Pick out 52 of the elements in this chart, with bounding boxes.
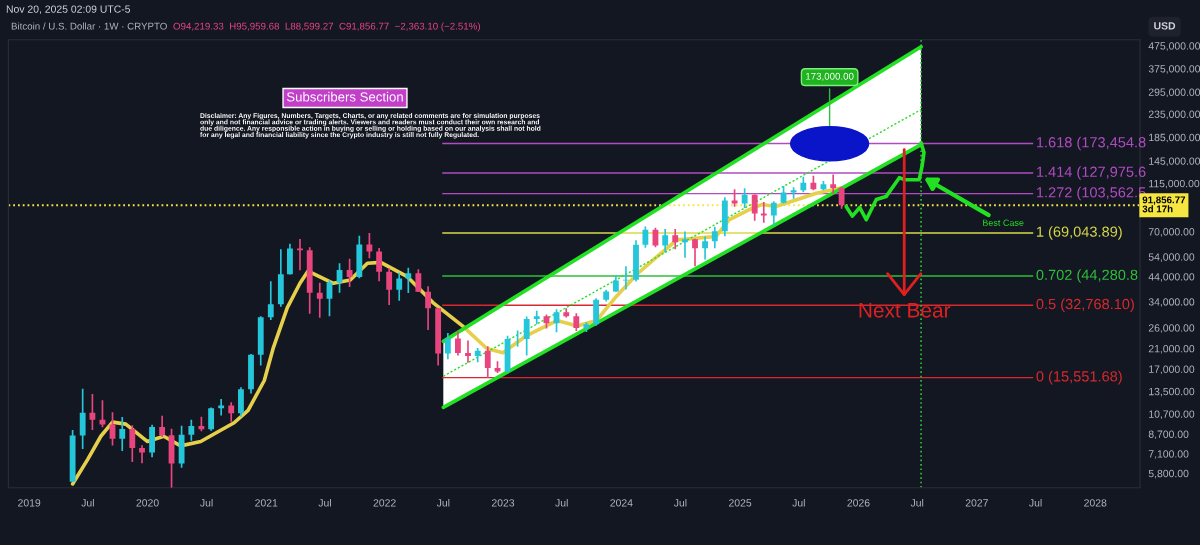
ref-line-label: 1 (69,043.89): [1037, 226, 1122, 240]
x-tick-label: Jul: [673, 498, 687, 507]
x-tick-label: 2023: [491, 499, 515, 507]
x-tick-label: 2026: [847, 499, 870, 507]
annotation: 173,000.00: [806, 72, 854, 81]
chart-title: Bitcoin / U.S. Dollar · 1W · CRYPTO: [11, 22, 167, 30]
ref-line-label: 1.414 (127,975.6: [1037, 166, 1146, 180]
y-tick-label: 115,000.00: [1149, 179, 1200, 189]
annotation: Next Bear: [859, 303, 951, 318]
y-tick-label: 7,100.00: [1148, 450, 1189, 459]
text: Nov 20, 2025 02:09 UTC-5: [6, 5, 131, 15]
y-tick-label: 13,500.00: [1149, 387, 1195, 397]
ref-line-label: 0.5 (32,768.10): [1036, 298, 1134, 313]
y-tick-label: 34,000.00: [1148, 298, 1195, 307]
annotation: Subscribers Section: [286, 91, 403, 102]
y-tick-label: 475,000.00: [1148, 42, 1200, 51]
x-tick-label: 2019: [18, 499, 41, 507]
x-tick-label: 2022: [373, 499, 396, 507]
x-tick-label: Jul: [81, 498, 94, 507]
y-tick-label: 375,000.00: [1148, 65, 1200, 74]
x-tick-label: 2024: [610, 499, 633, 507]
y-tick-label: 44,000.00: [1148, 273, 1195, 282]
x-tick-label: Jul: [200, 498, 213, 507]
y-tick-label: 26,000.00: [1148, 324, 1195, 333]
chart-subtitle: O94,219.33 H95,959.68 L88,599.27 C91,856.77 −2,363.10 (−2.51%): [173, 22, 480, 32]
annotation: Best Case: [983, 219, 1024, 226]
y-axis-title: USD: [1154, 22, 1176, 30]
y-tick-label: 70,000.00: [1148, 228, 1195, 237]
x-tick-label: Jul: [1029, 498, 1042, 507]
y-tick-label: 5,800.00: [1148, 469, 1189, 479]
x-tick-label: 2021: [255, 499, 278, 507]
y-tick-label: 10,700.00: [1149, 410, 1195, 420]
y-tick-label: 295,000.00: [1148, 88, 1200, 98]
x-tick-label: Jul: [555, 498, 568, 507]
y-tick-label: 145,000.00: [1149, 157, 1200, 167]
ref-line-label: 0.702 (44,280.8: [1036, 269, 1138, 283]
y-tick-label: 235,000.00: [1148, 110, 1200, 120]
x-tick-label: 2027: [965, 499, 988, 507]
y-tick-label: 8,700.00: [1148, 430, 1189, 440]
x-tick-label: 2028: [1084, 499, 1107, 507]
y-tick-label: 185,000.00: [1149, 133, 1200, 143]
ref-line-label: 0 (15,551.68): [1036, 370, 1122, 385]
y-tick-label: 17,000.00: [1149, 365, 1195, 375]
x-tick-label: Jul: [910, 498, 924, 507]
y-tick-label: 54,000.00: [1148, 253, 1195, 262]
ref-line-label: 1.618 (173,454.8: [1037, 136, 1146, 151]
y-tick-label: 21,000.00: [1148, 344, 1195, 354]
x-tick-label: 2025: [729, 499, 752, 507]
x-tick-label: Jul: [792, 498, 805, 507]
x-tick-label: 2020: [136, 499, 159, 507]
x-tick-label: Jul: [436, 498, 450, 507]
x-tick-label: Jul: [318, 498, 331, 507]
